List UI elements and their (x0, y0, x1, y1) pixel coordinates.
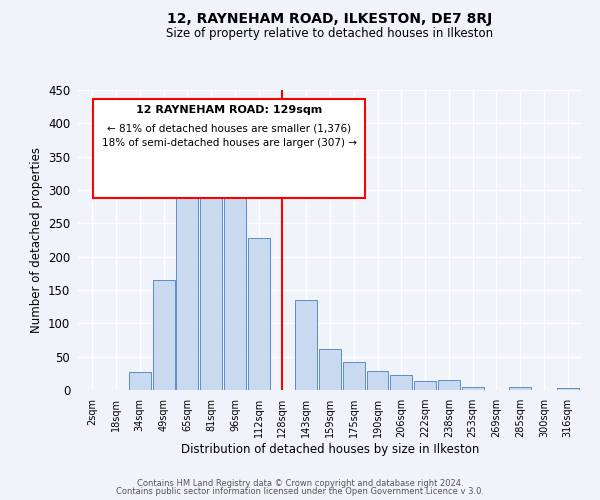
X-axis label: Distribution of detached houses by size in Ilkeston: Distribution of detached houses by size … (181, 442, 479, 456)
Bar (295, 300, 317, 390)
Text: Contains public sector information licensed under the Open Government Licence v : Contains public sector information licen… (116, 487, 484, 496)
Bar (557, 388, 578, 390)
Bar (176, 192, 198, 390)
Text: Size of property relative to detached houses in Ilkeston: Size of property relative to detached ho… (166, 28, 494, 40)
Bar (319, 348, 341, 390)
Bar (414, 382, 436, 390)
Bar (343, 362, 365, 390)
Bar (509, 386, 531, 390)
Bar (152, 280, 175, 390)
Text: Contains HM Land Registry data © Crown copyright and database right 2024.: Contains HM Land Registry data © Crown c… (137, 478, 463, 488)
Bar (224, 196, 246, 390)
Y-axis label: Number of detached properties: Number of detached properties (29, 147, 43, 333)
Bar (438, 380, 460, 390)
Bar (367, 372, 388, 390)
Bar (248, 238, 269, 390)
Bar (391, 376, 412, 390)
Text: 12 RAYNEHAM ROAD: 129sqm: 12 RAYNEHAM ROAD: 129sqm (136, 105, 322, 115)
Bar (200, 144, 222, 390)
Text: 18% of semi-detached houses are larger (307) →: 18% of semi-detached houses are larger (… (101, 138, 356, 148)
Text: ← 81% of detached houses are smaller (1,376): ← 81% of detached houses are smaller (1,… (107, 123, 351, 133)
Text: 12, RAYNEHAM ROAD, ILKESTON, DE7 8RJ: 12, RAYNEHAM ROAD, ILKESTON, DE7 8RJ (167, 12, 493, 26)
Bar (462, 386, 484, 390)
Bar (129, 372, 151, 390)
